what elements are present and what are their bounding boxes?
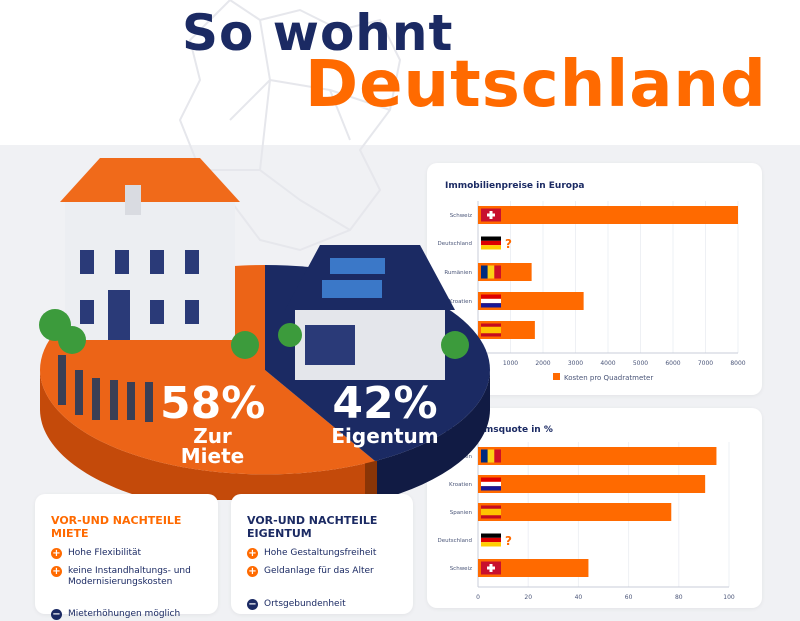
germany-map-outline: [178, 0, 402, 252]
legend-label: Kosten pro Quadratmeter: [564, 374, 653, 382]
bar: [478, 447, 717, 465]
x-tick-label: 60: [625, 594, 633, 600]
category-label: Spanien: [450, 510, 473, 516]
bar: [478, 503, 672, 521]
owned-house-illustration: [285, 245, 455, 380]
category-label: Schweiz: [450, 213, 472, 219]
pro-item: + keine Instandhaltungs- und Modernisieru…: [51, 565, 191, 588]
plus-icon: +: [247, 548, 258, 559]
ownership-share: 42% Eigentum: [331, 378, 439, 448]
deutschland-flag-icon: [481, 533, 501, 547]
x-tick-label: 20: [524, 594, 532, 600]
people-illustration: [58, 355, 153, 422]
minus-icon: −: [51, 609, 62, 621]
spanien-flag-icon: [481, 323, 501, 337]
rumänien-flag-icon: [481, 265, 501, 279]
category-label: Schweiz: [450, 566, 472, 572]
kroatien-flag-icon: [481, 477, 501, 491]
category-label: Kroatien: [449, 299, 473, 305]
schweiz-flag-icon: [481, 561, 501, 575]
schweiz-flag-icon: [481, 208, 501, 222]
bar: [478, 206, 738, 224]
x-tick-label: 2000: [535, 360, 550, 367]
x-tick-label: 7000: [698, 360, 713, 367]
missing-value-marker: ?: [505, 534, 512, 548]
pro-item: + Hohe Flexibilität: [51, 548, 142, 559]
pro-item: + Geldanlage für das Alter: [247, 565, 374, 577]
category-label: Rumänien: [444, 270, 472, 276]
con-item: − Ortsgebundenheit: [247, 599, 346, 611]
minus-icon: −: [247, 599, 258, 611]
pros-cons-ownership-card: VOR-UND NACHTEILE EIGENTUM + Hohe Gestalt…: [231, 494, 413, 614]
bar: [478, 559, 589, 577]
con-item: − Mieterhöhungen möglich: [51, 609, 181, 621]
x-tick-label: 40: [575, 594, 583, 600]
chart-title: Immobilienpreise in Europa: [445, 181, 585, 191]
x-tick-label: 6000: [665, 360, 680, 367]
pros-cons-rent-card: VOR-UND NACHTEILE MIETE + Hohe Flexibilit…: [35, 494, 218, 621]
header-area: So wohnt Deutschland: [0, 0, 800, 252]
x-tick-label: 100: [723, 594, 735, 600]
pro-item: + Hohe Gestaltungsfreiheit: [247, 548, 377, 559]
bar: [478, 292, 584, 310]
plus-icon: +: [51, 565, 62, 577]
title-line-2: Deutschland: [305, 48, 767, 122]
spanien-flag-icon: [481, 505, 501, 519]
title-line-1: So wohnt: [182, 4, 454, 62]
missing-value-marker: ?: [505, 237, 512, 251]
category-label: Deutschland: [437, 538, 472, 544]
category-label: Kroatien: [449, 482, 473, 488]
x-tick-label: 8000: [730, 360, 745, 367]
card-title: VOR-UND NACHTEILE MIETE: [51, 514, 182, 540]
deutschland-flag-icon: [481, 236, 501, 250]
x-tick-label: 5000: [633, 360, 648, 367]
chart-title: Eigentumsquote in %: [445, 425, 553, 435]
kroatien-flag-icon: [481, 294, 501, 308]
rent-share: 58% Zur Miete: [160, 378, 266, 468]
bar: [478, 475, 706, 493]
plus-icon: +: [247, 565, 258, 577]
rumänien-flag-icon: [481, 449, 501, 463]
plus-icon: +: [51, 548, 62, 559]
x-tick-label: 80: [675, 594, 683, 600]
card-title: VOR-UND NACHTEILE EIGENTUM: [247, 514, 378, 540]
legend-swatch: [553, 373, 560, 380]
x-tick-label: 1000: [503, 360, 518, 367]
trees-illustration: [39, 309, 469, 359]
rental-house-illustration: [60, 158, 240, 340]
x-tick-label: 4000: [600, 360, 615, 367]
pie-chart-3d: [39, 158, 490, 500]
bar-charts: 1000 2000 3000 4000 5000 6000 7000 8000SchweizD…: [437, 201, 746, 600]
category-label: Deutschland: [437, 241, 472, 247]
x-tick-label: 3000: [568, 360, 583, 367]
x-tick-label: 0: [476, 594, 480, 600]
